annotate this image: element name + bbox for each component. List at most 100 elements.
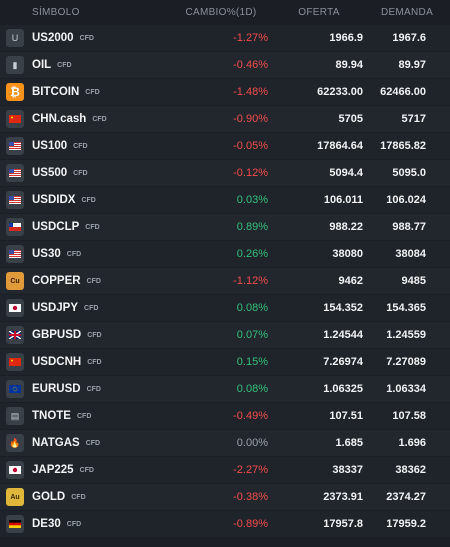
table-row[interactable]: ₿ BITCOIN CFD -1.48% 62233.00 62466.00 [0, 79, 450, 105]
japan-flag-icon [6, 461, 24, 479]
ask-price[interactable]: 154.365 [386, 302, 426, 314]
bid-price[interactable]: 38080 [332, 248, 363, 260]
bid-price[interactable]: 1.06325 [323, 383, 363, 395]
bid-price[interactable]: 7.26974 [323, 356, 363, 368]
symbol-cell: JAP225 CFD [0, 461, 178, 479]
symbol-cell: ▮ OIL CFD [0, 56, 178, 74]
bid-price[interactable]: 89.94 [335, 59, 363, 71]
bid-price[interactable]: 5705 [338, 113, 363, 125]
table-row[interactable]: EURUSD CFD 0.08% 1.06325 1.06334 [0, 376, 450, 402]
gold-icon: Au [6, 488, 24, 506]
column-header-bid[interactable]: OFERTA [298, 6, 340, 18]
ask-price[interactable]: 5717 [401, 113, 426, 125]
bid-price[interactable]: 107.51 [329, 410, 363, 422]
oil-icon: ▮ [6, 56, 24, 74]
ask-price[interactable]: 38362 [395, 464, 426, 476]
table-row[interactable]: CHN.cash CFD -0.90% 5705 5717 [0, 106, 450, 132]
table-row[interactable]: US30 CFD 0.26% 38080 38084 [0, 241, 450, 267]
ask-price[interactable]: 1.06334 [386, 383, 426, 395]
change-percent: 0.15% [236, 356, 268, 368]
table-row[interactable]: U US2000 CFD -1.27% 1966.9 1967.6 [0, 25, 450, 51]
bid-price[interactable]: 62233.00 [317, 86, 363, 98]
ask-price[interactable]: 988.77 [392, 221, 426, 233]
symbol-name: US2000 [32, 32, 74, 44]
ask-price[interactable]: 107.58 [392, 410, 426, 422]
table-row[interactable]: USDCNH CFD 0.15% 7.26974 7.27089 [0, 349, 450, 375]
copper-icon: Cu [6, 272, 24, 290]
table-row[interactable]: USDCLP CFD 0.89% 988.22 988.77 [0, 214, 450, 240]
us-flag-icon [6, 137, 24, 155]
symbol-cell: Cu COPPER CFD [0, 272, 178, 290]
bid-price[interactable]: 106.011 [323, 194, 363, 206]
tnote-icon: ▤ [6, 407, 24, 425]
table-row[interactable]: GBPUSD CFD 0.07% 1.24544 1.24559 [0, 322, 450, 348]
cfd-tag: CFD [57, 61, 72, 69]
bid-price[interactable]: 1966.9 [329, 32, 363, 44]
table-row[interactable]: ▤ TNOTE CFD -0.49% 107.51 107.58 [0, 403, 450, 429]
column-header-symbol[interactable]: SÍMBOLO [32, 6, 80, 18]
cfd-tag: CFD [87, 358, 102, 366]
ask-price[interactable]: 7.27089 [386, 356, 426, 368]
symbol-name: BITCOIN [32, 86, 80, 98]
cfd-tag: CFD [73, 142, 88, 150]
bid-price[interactable]: 17957.8 [323, 518, 363, 530]
change-percent: -0.05% [233, 140, 268, 152]
table-row[interactable]: USDJPY CFD 0.08% 154.352 154.365 [0, 295, 450, 321]
symbol-cell: Au GOLD CFD [0, 488, 178, 506]
symbol-cell: ▤ TNOTE CFD [0, 407, 178, 425]
change-percent: 0.89% [236, 221, 268, 233]
symbol-name: USDCNH [32, 356, 82, 368]
ask-price[interactable]: 106.024 [386, 194, 426, 206]
bid-price[interactable]: 988.22 [329, 221, 363, 233]
change-percent: -0.46% [233, 59, 268, 71]
table-row[interactable]: JAP225 CFD -2.27% 38337 38362 [0, 457, 450, 483]
bid-price[interactable]: 154.352 [323, 302, 363, 314]
ask-price[interactable]: 17865.82 [380, 140, 426, 152]
symbol-name: JAP225 [32, 464, 74, 476]
ask-price[interactable]: 1.24559 [386, 329, 426, 341]
bid-price[interactable]: 38337 [332, 464, 363, 476]
table-row[interactable]: ▮ OIL CFD -0.46% 89.94 89.97 [0, 52, 450, 78]
cfd-tag: CFD [85, 439, 101, 447]
us-flag-icon [6, 164, 24, 182]
symbol-name: USDIDX [32, 194, 76, 206]
uk-us-flag-icon [6, 326, 24, 344]
ask-price[interactable]: 1967.6 [392, 32, 426, 44]
symbol-name: CHN.cash [32, 113, 87, 125]
ask-price[interactable]: 38084 [395, 248, 426, 260]
column-header-ask[interactable]: DEMANDA [380, 6, 434, 18]
table-row[interactable]: 🔥 NATGAS CFD 0.00% 1.685 1.696 [0, 430, 450, 456]
table-row[interactable]: Au GOLD CFD -0.38% 2373.91 2374.27 [0, 484, 450, 510]
symbol-cell: EURUSD CFD [0, 380, 178, 398]
symbol-name: US100 [32, 140, 68, 152]
ask-price[interactable]: 1.696 [398, 437, 426, 449]
table-row[interactable]: Cu COPPER CFD -1.12% 9462 9485 [0, 268, 450, 294]
us-flag-icon [6, 245, 24, 263]
change-percent: 0.08% [236, 383, 268, 395]
ask-price[interactable]: 5095.0 [392, 167, 426, 179]
ask-price[interactable]: 9485 [401, 275, 426, 287]
symbol-name: US500 [32, 167, 68, 179]
cfd-tag: CFD [85, 223, 100, 231]
ask-price[interactable]: 89.97 [398, 59, 426, 71]
table-row[interactable]: US500 CFD -0.12% 5094.4 5095.0 [0, 160, 450, 186]
bid-price[interactable]: 17864.64 [317, 140, 363, 152]
ask-price[interactable]: 17959.2 [386, 518, 426, 530]
bid-price[interactable]: 2373.91 [323, 491, 363, 503]
column-header-change[interactable]: CAMBIO%(1D) [185, 6, 257, 18]
table-row[interactable]: USDIDX CFD 0.03% 106.011 106.024 [0, 187, 450, 213]
cfd-tag: CFD [86, 385, 101, 393]
table-row[interactable]: DE30 CFD -0.89% 17957.8 17959.2 [0, 511, 450, 537]
bid-price[interactable]: 1.685 [335, 437, 363, 449]
us-china-flag-icon [6, 353, 24, 371]
ask-price[interactable]: 62466.00 [380, 86, 426, 98]
cfd-tag: CFD [81, 196, 96, 204]
bid-price[interactable]: 5094.4 [329, 167, 363, 179]
bid-price[interactable]: 9462 [338, 275, 363, 287]
change-percent: 0.03% [236, 194, 268, 206]
bid-price[interactable]: 1.24544 [323, 329, 363, 341]
ask-price[interactable]: 2374.27 [386, 491, 426, 503]
table-row[interactable]: US100 CFD -0.05% 17864.64 17865.82 [0, 133, 450, 159]
symbol-name: DE30 [32, 518, 61, 530]
